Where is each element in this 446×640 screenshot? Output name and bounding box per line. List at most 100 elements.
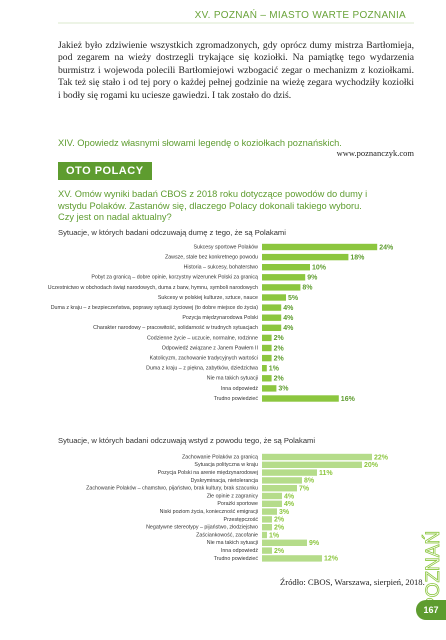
side-tab: POZNAŃ [423,530,442,610]
category-label: Zachowanie Polaków za granicą [182,454,258,460]
category-label: Trudno powiedzieć [214,396,259,402]
category-label: Uczestnictwo w obchodach świąt narodowyc… [48,285,258,291]
category-label: Inna odpowiedź [221,548,258,554]
value-label: 8% [302,285,313,292]
category-label: Nie ma takich sytuacji [207,540,258,546]
bar [262,469,317,476]
page-number: 167 [416,600,446,620]
value-label: 12% [324,556,339,563]
value-label: 4% [283,325,294,332]
value-label: 24% [379,244,394,251]
category-label: Zaściankowość, zacofanie [196,532,258,538]
value-label: 8% [304,478,315,485]
bar [262,477,302,484]
value-label: 4% [283,315,294,322]
bar [262,344,272,352]
value-label: 4% [284,493,295,500]
legend-text: Jakież było zdziwienie wszystkich zgroma… [58,40,414,101]
bar [262,524,272,531]
category-label: Trudno powiedzieć [214,556,259,562]
category-label: Niski poziom życia, konieczność emigracj… [160,509,258,515]
value-label: 2% [274,355,285,362]
category-label: Charakter narodowy – pracowitość, solida… [93,325,258,331]
chart-source: Źródło: CBOS, Warszawa, sierpień, 2018. [280,577,425,587]
category-label: Złe opinie z zagranicy [207,493,259,499]
value-label: 2% [274,548,285,555]
value-label: 2% [274,335,285,342]
bar [262,395,339,402]
value-label: 4% [284,501,295,508]
value-label: 7% [299,486,310,493]
bar [262,555,322,562]
value-label: 2% [274,525,285,532]
bar [262,334,272,342]
category-label: Pozycja międzynarodowa Polski [182,315,258,321]
value-label: 2% [274,517,285,524]
bar [262,304,282,311]
value-label: 2% [274,376,285,383]
value-label: 5% [288,295,299,302]
bar [262,324,282,331]
category-label: Zawsze, stale bez konkretnego powodu [165,255,258,261]
side-label: POZNAŃ [423,531,442,610]
bar [262,500,282,507]
bar [262,284,301,291]
value-label: 1% [269,366,280,373]
value-label: 18% [350,254,365,261]
category-label: Dyskryminacja, nietolerancja [191,478,258,484]
bar [262,354,272,362]
bar [262,365,267,372]
category-label: Zachowanie Polaków – chamstwo, pijaństwo… [86,486,258,492]
value-label: 3% [279,509,290,516]
category-label: Duma z kraju – z piękna, zabytków, dzied… [146,366,258,372]
bar [262,243,378,251]
value-label: 20% [364,462,379,469]
category-label: Sukcesy sportowe Polaków [194,244,259,250]
value-label: 1% [269,532,280,539]
category-label: Duma z kraju – z bezpieczeństwa, poprawy… [51,305,258,311]
bar [262,461,362,468]
category-label: Przestępczość [224,517,259,523]
category-label: Codzienne życie – uczucie, normalne, rod… [147,335,258,341]
bar [262,253,349,261]
bar [262,314,282,321]
category-label: Sukcesy w polskiej kulturze, sztuce, nau… [158,295,258,301]
bar [262,375,272,382]
bar [262,264,310,271]
bar [262,453,372,461]
category-label: Pobyt za granicą – dobre opinie, korzyst… [91,275,258,281]
category-label: Katolicyzm, zachowanie tradycyjnych wart… [150,356,258,362]
bar [262,492,282,500]
value-label: 11% [319,470,333,477]
chart-title: Sytuacje, w których badani odczuwają dum… [58,228,286,237]
task: XV. Omów wyniki badań CBOS z 2018 roku d… [58,189,368,222]
bar [262,547,272,554]
running-header: XV. POZNAŃ – MIASTO WARTE POZNANIA [194,10,406,21]
category-label: Odpowiedź związane z Janem Pawłem II [162,345,258,351]
value-label: 10% [312,265,327,272]
category-label: Historia – sukcesy, bohaterstwo [184,265,258,271]
section-banner: OTO POLACY [58,162,152,180]
category-label: Pozycja Polski na arenie międzynarodowej [158,470,258,476]
value-label: 9% [309,540,320,547]
bar [262,485,297,492]
category-label: Inna odpowiedź [221,386,258,392]
chart-title: Sytuacje, w których badani odczuwają wst… [58,436,316,445]
value-label: 4% [283,305,294,312]
bar [262,385,277,392]
text-source: www.poznanczyk.com [336,148,414,158]
value-label: 3% [278,386,289,393]
bar [262,531,267,539]
category-label: Negatywne stereotypy – pijaństwo, złodzi… [146,525,258,531]
category-label: Sytuacja polityczna w kraju [194,462,258,468]
category-label: Nie ma takich sytuacji [207,376,258,382]
value-label: 2% [274,345,285,352]
task: XIV. Opowiedz własnymi słowami legendę o… [58,138,342,148]
bar [262,539,307,546]
bar [262,294,286,301]
value-label: 22% [374,454,389,461]
bar [262,274,306,281]
bar [262,516,272,523]
